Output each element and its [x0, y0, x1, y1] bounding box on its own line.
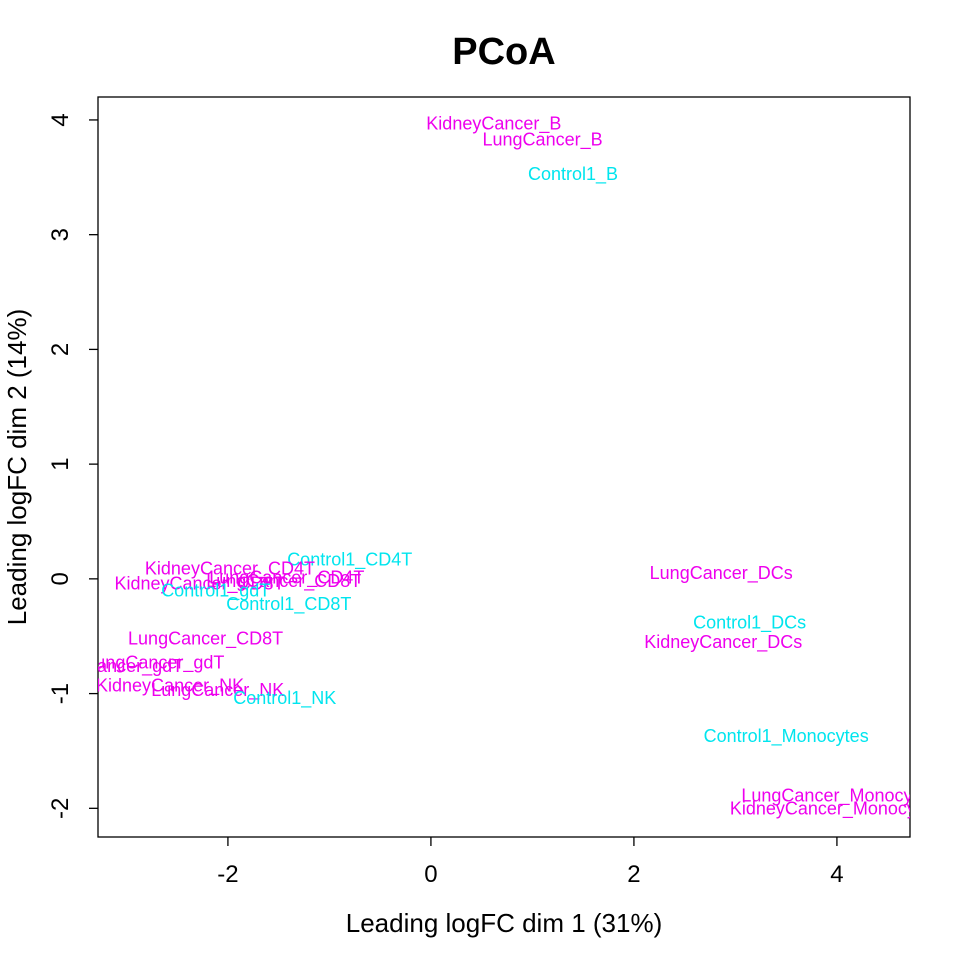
- point-label-control1-nk: Control1_NK: [233, 688, 336, 709]
- point-label-kidneycancer-gdt: KidneyCancer_gdT: [29, 656, 183, 677]
- y-tick-label: 0: [47, 572, 74, 585]
- plot-frame: [97, 96, 911, 838]
- y-tick-label: 4: [47, 113, 74, 126]
- point-label-lungcancer-b: LungCancer_B: [483, 129, 603, 150]
- point-label-lungcancer-gdt: LungCancer_gdT: [85, 653, 224, 674]
- point-label-lungcancer-monocytes: LungCancer_Monocytes: [741, 786, 936, 807]
- point-label-lungcancer-nk: LungCancer_NK: [151, 680, 284, 701]
- point-label-kidneycancer-cd4t: KidneyCancer_CD4T: [145, 559, 315, 580]
- x-tick-label: 2: [627, 861, 640, 888]
- point-label-lungcancer-cd8t: LungCancer_CD8T: [206, 571, 361, 592]
- x-tick-label: 4: [830, 861, 843, 888]
- point-label-kidneycancer-dcs: KidneyCancer_DCs: [644, 632, 802, 653]
- point-label-control1-monocytes: Control1_Monocytes: [704, 726, 869, 747]
- chart-title: PCoA: [452, 31, 555, 73]
- point-label-lungcancer-cd8t: LungCancer_CD8T: [128, 629, 283, 650]
- point-label-control1-cd4t: Control1_CD4T: [287, 549, 412, 570]
- y-tick-label: -2: [47, 798, 74, 819]
- y-tick-label: 2: [47, 343, 74, 356]
- point-label-kidneycancer-cd8t: KidneyCancer_CD8T: [114, 573, 284, 594]
- x-tick-label: -2: [217, 861, 238, 888]
- x-tick-label: 0: [424, 861, 437, 888]
- point-label-kidneycancer-b: KidneyCancer_B: [426, 113, 561, 134]
- y-tick-label: 3: [47, 228, 74, 241]
- y-axis-label: Leading logFC dim 2 (14%): [2, 309, 32, 626]
- point-label-control1-dcs: Control1_DCs: [693, 612, 806, 633]
- point-label-kidneycancer-monocytes: KidneyCancer_Monocytes: [730, 798, 940, 819]
- point-label-lungcancer-dcs: LungCancer_DCs: [650, 563, 793, 584]
- point-label-kidneycancer-nk: KidneyCancer_NK: [96, 676, 244, 697]
- y-tick-label: 1: [47, 457, 74, 470]
- y-axis: -2 -1 0 1 2 3 4: [47, 113, 98, 819]
- point-label-control1-b: Control1_B: [528, 164, 618, 185]
- point-label-control1-gdt: Control1_gdT: [161, 580, 270, 601]
- point-label-control1-cd8t: Control1_CD8T: [226, 594, 351, 615]
- point-label-lungcancer-cd4t: LungCancer_CD4T: [209, 568, 364, 589]
- x-axis: -2 0 2 4: [217, 837, 844, 888]
- y-tick-label: -1: [47, 683, 74, 704]
- x-axis-label: Leading logFC dim 1 (31%): [346, 908, 663, 938]
